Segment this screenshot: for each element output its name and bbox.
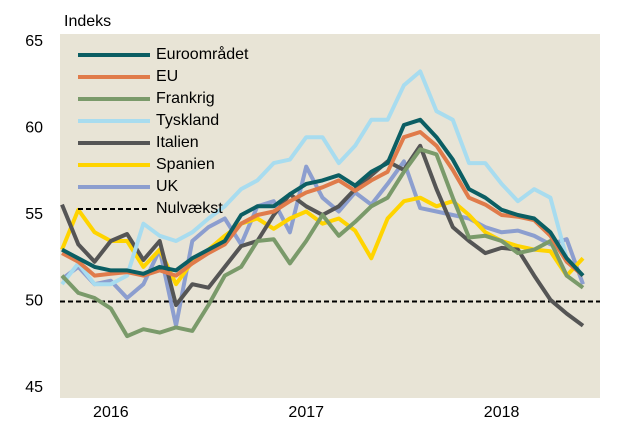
legend-label: UK [156, 178, 179, 195]
series-line [60, 147, 585, 339]
y-tick-label: 55 [25, 206, 43, 223]
y-tick-label: 65 [25, 33, 43, 50]
series-line [60, 69, 585, 287]
legend-label: Nulvækst [156, 200, 223, 217]
y-tick-label: 45 [25, 379, 43, 396]
x-tick-label: 2016 [93, 404, 129, 421]
legend-label: Spanien [156, 156, 215, 173]
x-tick-label: 2018 [484, 404, 520, 421]
x-tick-label: 2017 [288, 404, 324, 421]
legend-label: Italien [156, 134, 199, 151]
y-tick-label: 50 [25, 293, 43, 310]
legend-label: Frankrig [156, 90, 215, 107]
y-tick-label: 60 [25, 120, 43, 137]
legend-label: Tyskland [156, 112, 219, 129]
legend-label: EU [156, 68, 178, 85]
series-line [61, 117, 585, 277]
y-axis-label: Indeks [64, 13, 111, 30]
legend-label: Euroområdet [156, 45, 249, 63]
series-line [61, 130, 585, 278]
